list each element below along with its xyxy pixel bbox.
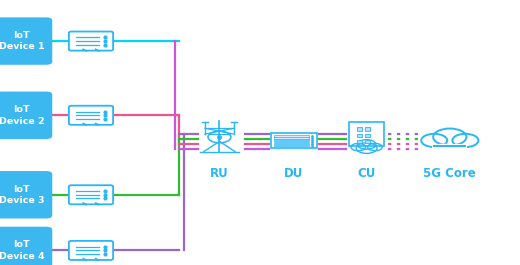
Circle shape <box>356 143 377 153</box>
FancyBboxPatch shape <box>274 145 308 146</box>
FancyBboxPatch shape <box>274 135 308 136</box>
FancyBboxPatch shape <box>365 127 370 130</box>
FancyBboxPatch shape <box>69 106 113 125</box>
Text: IoT
Device 1: IoT Device 1 <box>0 31 45 51</box>
FancyBboxPatch shape <box>365 134 370 137</box>
Circle shape <box>433 129 466 145</box>
FancyBboxPatch shape <box>0 17 52 65</box>
FancyBboxPatch shape <box>274 137 308 139</box>
FancyBboxPatch shape <box>274 143 308 144</box>
FancyBboxPatch shape <box>274 141 308 142</box>
Text: IoT
Device 3: IoT Device 3 <box>0 184 45 205</box>
FancyBboxPatch shape <box>357 127 362 130</box>
FancyBboxPatch shape <box>274 139 308 140</box>
FancyBboxPatch shape <box>357 140 362 143</box>
FancyBboxPatch shape <box>69 32 113 51</box>
Circle shape <box>368 143 382 151</box>
Text: IoT
Device 2: IoT Device 2 <box>0 105 45 126</box>
Circle shape <box>351 143 366 151</box>
Text: 5G Core: 5G Core <box>423 167 476 180</box>
FancyBboxPatch shape <box>0 171 52 218</box>
Text: RU: RU <box>210 167 229 180</box>
Circle shape <box>421 134 447 147</box>
Text: IoT
Device 4: IoT Device 4 <box>0 240 45 261</box>
FancyBboxPatch shape <box>349 122 384 145</box>
FancyBboxPatch shape <box>0 227 52 265</box>
FancyBboxPatch shape <box>69 185 113 204</box>
FancyBboxPatch shape <box>69 241 113 260</box>
Circle shape <box>357 140 376 149</box>
FancyBboxPatch shape <box>270 133 317 148</box>
Text: DU: DU <box>284 167 304 180</box>
FancyBboxPatch shape <box>365 140 370 143</box>
Text: CU: CU <box>357 167 376 180</box>
Circle shape <box>431 134 469 153</box>
FancyBboxPatch shape <box>357 134 362 137</box>
FancyBboxPatch shape <box>0 92 52 139</box>
Circle shape <box>452 134 478 147</box>
